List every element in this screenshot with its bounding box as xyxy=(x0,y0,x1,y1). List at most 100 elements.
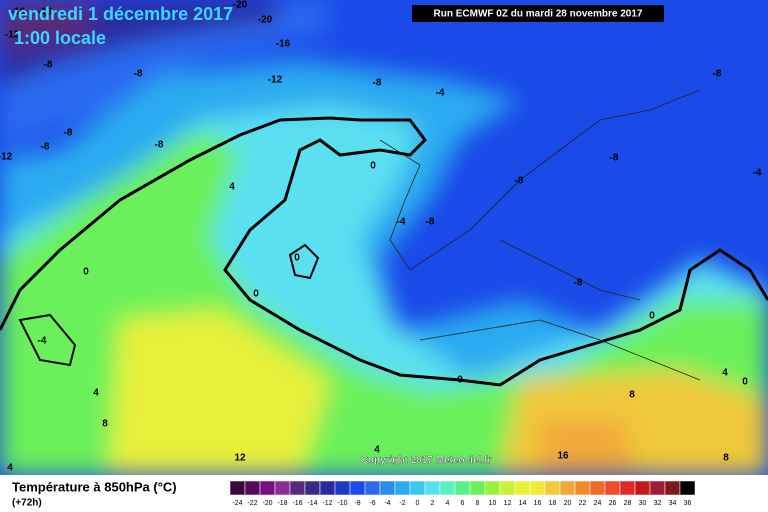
copyright: Copyright 2017 Meteociel.fr xyxy=(361,455,492,466)
contour-label: -16 xyxy=(276,39,291,50)
color-swatch xyxy=(589,480,606,496)
contour-label: 12 xyxy=(234,453,246,464)
color-swatch xyxy=(379,480,396,496)
scale-label: 16 xyxy=(534,500,542,507)
scale-label: -22 xyxy=(247,500,257,507)
scale-label: -4 xyxy=(384,500,390,507)
color-swatch xyxy=(244,480,261,496)
scale-label: 32 xyxy=(654,500,662,507)
scale-label: 22 xyxy=(579,500,587,507)
zero-isotherm xyxy=(0,133,241,331)
coastline xyxy=(379,89,701,381)
contour-label: -8 xyxy=(426,217,435,228)
scale-label: 10 xyxy=(489,500,497,507)
contour-label: -4 xyxy=(753,168,762,179)
scale-label: 26 xyxy=(609,500,617,507)
scale-label: -12 xyxy=(322,500,332,507)
scale-label: 0 xyxy=(416,500,420,507)
contour-label: -16 xyxy=(38,7,53,18)
scale-label: -14 xyxy=(307,500,317,507)
contour-label: -4 xyxy=(397,217,406,228)
contour-label: 0 xyxy=(370,161,376,172)
color-swatch xyxy=(649,480,666,496)
scale-label: 14 xyxy=(519,500,527,507)
scale-label: 4 xyxy=(446,500,450,507)
contour-label: -8 xyxy=(44,60,53,71)
scale-label: -8 xyxy=(354,500,360,507)
date: vendredi 1 décembre 2017 xyxy=(8,4,233,24)
contour-label: -20 xyxy=(258,15,273,26)
contour-label: -12 xyxy=(268,75,283,86)
contour-label: -4 xyxy=(38,336,47,347)
contour-label: -8 xyxy=(155,140,164,151)
scale-label: -18 xyxy=(277,500,287,507)
scale-label: 2 xyxy=(431,500,435,507)
scale-label: -2 xyxy=(399,500,405,507)
contour-label: 0 xyxy=(742,377,748,388)
color-swatch xyxy=(529,480,546,496)
color-swatch xyxy=(304,480,321,496)
scale-label: 18 xyxy=(549,500,557,507)
contour-label: 8 xyxy=(723,453,729,464)
zero-isotherm xyxy=(18,313,77,367)
time: 1:00 locale xyxy=(14,28,106,48)
contour-label: 4 xyxy=(7,463,13,474)
map-field xyxy=(0,0,768,475)
scale-label: 30 xyxy=(639,500,647,507)
run-box xyxy=(412,5,664,22)
contour-label: -12 xyxy=(0,152,13,163)
zero-isotherm xyxy=(223,116,768,387)
contour-label: -4 xyxy=(436,88,445,99)
scale-label: -20 xyxy=(262,500,272,507)
scale-label: -16 xyxy=(292,500,302,507)
contour-label: 4 xyxy=(722,368,728,379)
color-swatch xyxy=(574,480,591,496)
color-swatch xyxy=(229,480,246,496)
contour-label: -8 xyxy=(41,142,50,153)
color-swatch xyxy=(409,480,426,496)
contour-label: -8 xyxy=(574,278,583,289)
scale-label: 8 xyxy=(476,500,480,507)
contour-label: 0 xyxy=(253,289,259,300)
color-swatch xyxy=(634,480,651,496)
color-swatch xyxy=(394,480,411,496)
color-swatch xyxy=(559,480,576,496)
color-swatch xyxy=(364,480,381,496)
scale-label: -24 xyxy=(232,500,242,507)
contour-label: -16 xyxy=(11,7,26,18)
contour-label: -8 xyxy=(713,69,722,80)
contour-label: -8 xyxy=(64,128,73,139)
color-swatch xyxy=(349,480,366,496)
scale-label: -10 xyxy=(337,500,347,507)
scale-label: -6 xyxy=(369,500,375,507)
contour-label: -8 xyxy=(134,69,143,80)
contour-label: 4 xyxy=(374,445,380,456)
scale-label: 12 xyxy=(504,500,512,507)
color-swatch xyxy=(319,480,336,496)
color-swatch xyxy=(544,480,561,496)
contour-label: 0 xyxy=(457,375,463,386)
lead-time: (+72h) xyxy=(12,498,42,509)
contour-label: 0 xyxy=(649,311,655,322)
scale-label: 6 xyxy=(461,500,465,507)
legend-title: Température à 850hPa (°C) xyxy=(12,479,177,494)
color-swatch xyxy=(484,480,501,496)
color-swatch xyxy=(454,480,471,496)
contour-label: -20 xyxy=(233,0,248,11)
zero-isotherm xyxy=(288,243,320,280)
contour-label: 8 xyxy=(102,419,108,430)
color-swatch xyxy=(424,480,441,496)
color-swatch xyxy=(604,480,621,496)
contour-label: -8 xyxy=(515,176,524,187)
contour-label: 16 xyxy=(557,451,569,462)
color-swatch xyxy=(679,480,696,496)
scale-label: 24 xyxy=(594,500,602,507)
color-swatch xyxy=(619,480,636,496)
contour-label: 8 xyxy=(629,390,635,401)
color-swatch xyxy=(514,480,531,496)
color-swatch xyxy=(274,480,291,496)
run-info: Run ECMWF 0Z du mardi 28 novembre 2017 xyxy=(434,9,643,20)
scale-label: 20 xyxy=(564,500,572,507)
